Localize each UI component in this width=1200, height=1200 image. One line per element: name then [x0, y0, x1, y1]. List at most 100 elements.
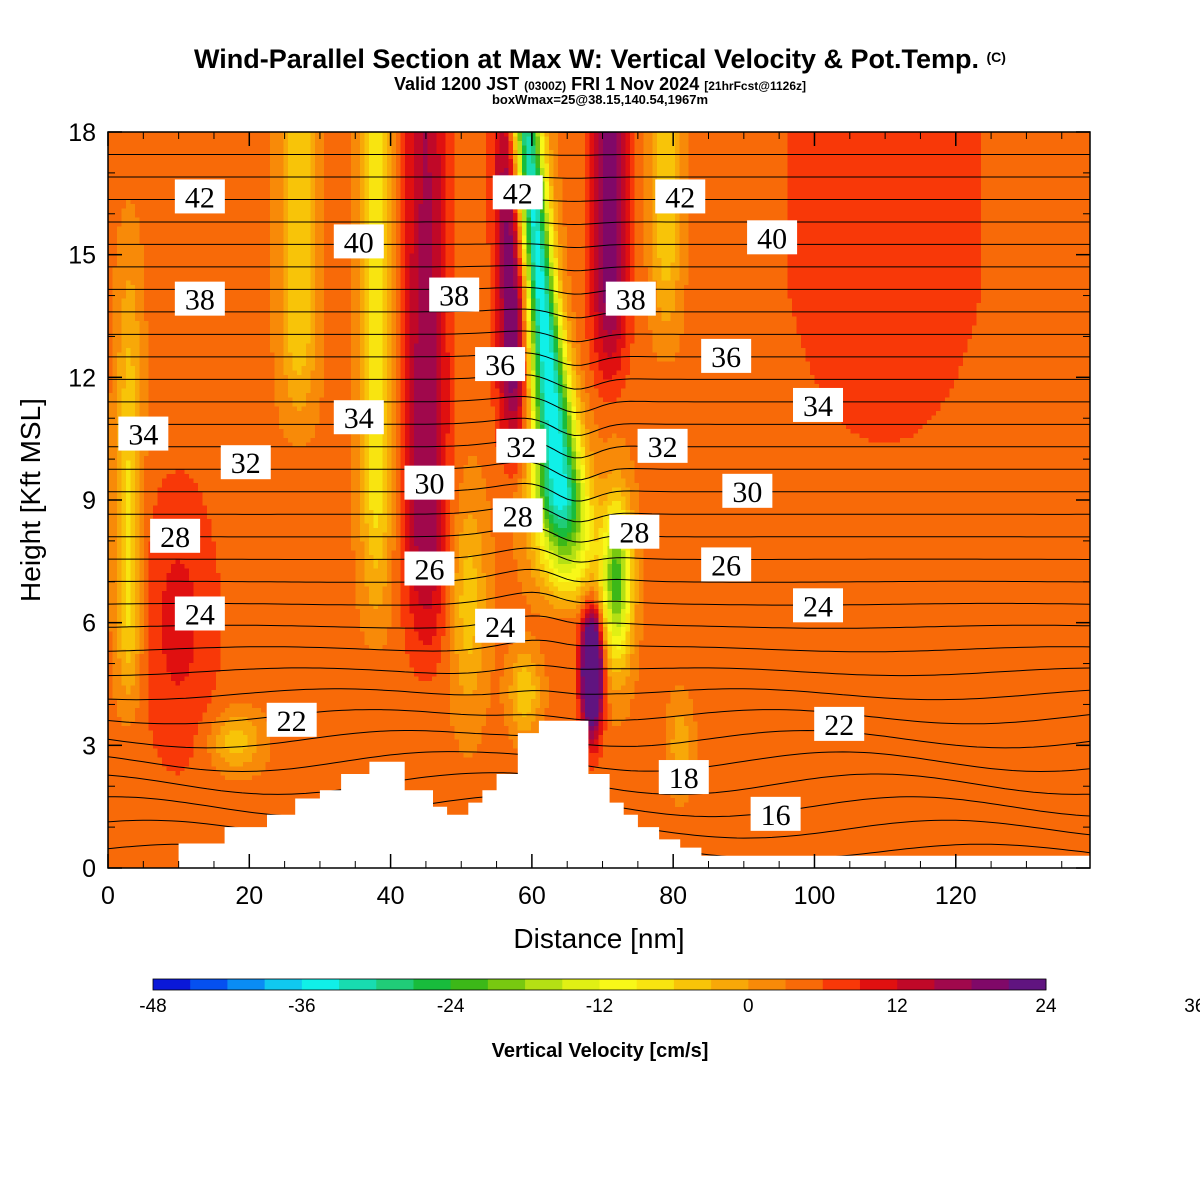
- y-tick-label: 12: [68, 364, 96, 392]
- contour-label-box: [174, 281, 225, 316]
- colorbar-swatch: [562, 979, 600, 990]
- contour-label-box: [333, 224, 384, 259]
- contour-label-text: 30: [414, 468, 444, 501]
- contour-label-box: [814, 706, 865, 741]
- contour-labels: 42 42 42 40 40 38 38 38 36 36 34 34 34 32 32 32 30 30 28 28…: [118, 175, 865, 832]
- x-tick-label: 80: [659, 882, 687, 910]
- contour-label-text: 22: [824, 709, 854, 742]
- colorbar-tick-label: 12: [887, 996, 908, 1017]
- contour-label-box: [793, 588, 844, 623]
- contour-label: 38: [174, 281, 225, 317]
- colorbar-tick-label: 24: [1035, 996, 1057, 1017]
- contour-label-text: 28: [619, 517, 649, 550]
- x-tick-label: 0: [101, 882, 115, 910]
- y-tick-label: 6: [82, 610, 96, 638]
- contour-label-text: 32: [506, 431, 536, 464]
- x-axis-label: Distance [nm]: [513, 923, 684, 954]
- colorbar-swatch: [339, 979, 377, 990]
- contour-label: 42: [655, 179, 706, 214]
- contour-label: 40: [333, 224, 384, 259]
- contour-label-box: [701, 338, 752, 373]
- contour-label-text: 24: [803, 590, 833, 623]
- y-tick-label: 9: [82, 487, 96, 515]
- contour-label: 18: [658, 760, 709, 795]
- y-tick-label: 18: [68, 119, 96, 147]
- colorbar-tick-label: -48: [139, 996, 166, 1017]
- contour-label-box: [220, 445, 271, 480]
- contour-label-box: [750, 796, 801, 831]
- colorbar-tick-label: 0: [743, 996, 754, 1017]
- y-tick-label: 15: [68, 242, 96, 270]
- contour-label-box: [266, 702, 317, 737]
- vertical-velocity-field: [108, 132, 1090, 868]
- contour-label-text: 36: [485, 349, 515, 382]
- colorbar-swatch: [450, 979, 489, 990]
- contour-label-text: 38: [439, 280, 469, 313]
- contour-label-box: [174, 596, 225, 631]
- contour-label-box: [605, 281, 656, 316]
- colorbar-swatch: [264, 979, 303, 990]
- colorbar-swatch: [227, 979, 266, 990]
- contour-label-text: 16: [761, 799, 791, 832]
- contour-label-text: 28: [503, 500, 533, 533]
- colorbar-swatch: [413, 979, 452, 990]
- contour-label: 32: [496, 428, 547, 464]
- x-tick-label: 60: [518, 882, 546, 910]
- contour-label-text: 34: [803, 390, 833, 423]
- contour-label: 42: [492, 175, 543, 210]
- contour-label-text: 26: [711, 549, 741, 582]
- axes: 0 20 40 60 80 100 120 0 36 9 12 15 18: [68, 119, 1090, 910]
- contour-label-text: 42: [665, 181, 695, 214]
- contour-label-box: [404, 551, 455, 586]
- contour-label: 32: [637, 428, 688, 464]
- contour-label-text: 18: [669, 762, 699, 795]
- contour-label: 22: [266, 702, 317, 738]
- contour-label-box: [722, 473, 773, 508]
- colorbar-swatch: [711, 979, 749, 990]
- colorbar-swatch: [785, 979, 824, 990]
- contour-label-box: [150, 518, 201, 553]
- colorbar: -48 -36 -24 -12 0 12 24 36: [139, 978, 1200, 1017]
- colorbar-swatch: [673, 979, 712, 990]
- contour-label-text: 40: [344, 226, 374, 259]
- contour-label: 38: [429, 277, 480, 313]
- potential-temperature-contours: [108, 132, 1090, 860]
- contour-label-text: 38: [185, 284, 215, 317]
- contour-label: 34: [793, 387, 844, 423]
- contour-label-box: [496, 428, 547, 463]
- contour-label-box: [492, 175, 543, 210]
- x-tick-label: 100: [794, 882, 836, 910]
- contour-label-box: [492, 498, 543, 533]
- colorbar-swatch: [599, 979, 638, 990]
- contour-label: 34: [118, 416, 169, 452]
- contour-label-box: [333, 400, 384, 435]
- contour-label-box: [747, 220, 798, 255]
- contour-label-text: 26: [414, 554, 444, 587]
- contour-label: 28: [492, 498, 543, 533]
- contour-label-text: 34: [344, 402, 374, 435]
- colorbar-swatch: [487, 979, 526, 990]
- contour-label: 26: [701, 547, 752, 582]
- x-tick-label: 120: [935, 882, 977, 910]
- contour-label-box: [658, 760, 709, 795]
- terrain-mask: [108, 720, 1090, 868]
- contour-label-box: [475, 347, 526, 382]
- colorbar-frame: [152, 978, 1047, 991]
- contour-label-text: 42: [185, 181, 215, 214]
- x-tick-label: 20: [235, 882, 263, 910]
- contour-label: 24: [793, 588, 844, 623]
- colorbar-tick-label: -12: [586, 996, 613, 1017]
- contour-label: 26: [404, 551, 455, 587]
- colorbar-tick-label: 36: [1184, 996, 1200, 1017]
- y-tick-label: 0: [82, 855, 96, 883]
- contour-label-text: 34: [128, 419, 158, 452]
- colorbar-tick-label: -36: [288, 996, 315, 1017]
- contour-label: 28: [150, 518, 201, 554]
- contour-label-text: 38: [616, 284, 646, 317]
- colorbar-label: Vertical Velocity [cm/s]: [492, 1040, 709, 1062]
- copyright-mark: (C): [987, 49, 1006, 65]
- y-axis-label: Height [Kft MSL]: [15, 398, 46, 602]
- contour-label: 38: [605, 281, 656, 317]
- contour-label-box: [637, 428, 688, 463]
